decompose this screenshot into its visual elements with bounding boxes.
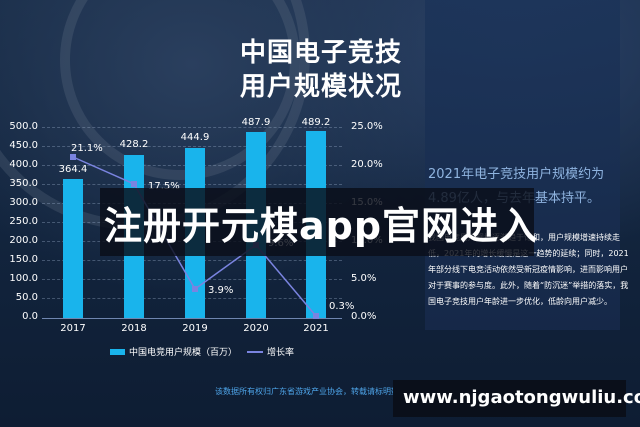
watermark-box bbox=[393, 380, 626, 417]
watermark-url: www.njgaotongwuliu.com bbox=[403, 387, 640, 408]
legend-bar-label: 中国电竞用户规模（百万） bbox=[129, 348, 238, 358]
bar-value-label: 364.4 bbox=[58, 164, 88, 175]
y2-tick: 5.0% bbox=[351, 273, 377, 284]
rate-label: 3.9% bbox=[208, 285, 234, 296]
y-tick: 450.0 bbox=[9, 140, 38, 151]
bar-value-label: 487.9 bbox=[241, 117, 271, 128]
bar-2017 bbox=[63, 179, 83, 318]
y-tick: 100.0 bbox=[9, 273, 38, 284]
y-tick: 150.0 bbox=[9, 254, 38, 265]
x-tick: 2017 bbox=[60, 323, 86, 334]
bar-value-label: 444.9 bbox=[180, 132, 210, 143]
decor-ring bbox=[60, 0, 300, 180]
y2-tick: 25.0% bbox=[351, 121, 383, 132]
gridline bbox=[42, 146, 342, 147]
bar-value-label: 489.2 bbox=[301, 117, 331, 128]
summary-panel bbox=[425, 0, 620, 330]
y-tick: 400.0 bbox=[9, 159, 38, 170]
y-tick: 50.0 bbox=[15, 292, 38, 303]
y2-tick: 0.0% bbox=[351, 311, 377, 322]
growth-rate-line bbox=[70, 154, 319, 319]
gridline bbox=[42, 127, 342, 128]
bar-value-label: 428.2 bbox=[119, 139, 149, 150]
x-tick: 2020 bbox=[243, 323, 269, 334]
y-tick: 500.0 bbox=[9, 121, 38, 132]
rate-label: 0.3% bbox=[329, 301, 355, 312]
y-tick: 300.0 bbox=[9, 197, 38, 208]
rate-label: 17.5% bbox=[148, 181, 180, 192]
page-title: 中国电子竞技 用户规模状况 bbox=[240, 36, 402, 104]
overlay-banner bbox=[100, 188, 534, 256]
x-tick: 2019 bbox=[182, 323, 208, 334]
combo-chart: 500.0 450.0 400.0 350.0 300.0 250.0 200.… bbox=[0, 0, 400, 340]
x-tick: 2018 bbox=[121, 323, 147, 334]
overlay-title: 注册开元棋app官网进入 bbox=[104, 204, 539, 248]
rate-label: 21.1% bbox=[71, 143, 103, 154]
chart-legend: 中国电竞用户规模（百万） 增长率 bbox=[110, 345, 294, 358]
y2-tick: 20.0% bbox=[351, 159, 383, 170]
title-line-1: 中国电子竞技 bbox=[240, 38, 403, 68]
y-tick: 350.0 bbox=[9, 178, 38, 189]
y-tick: 200.0 bbox=[9, 235, 38, 246]
legend-line-label: 增长率 bbox=[267, 348, 295, 358]
data-source-note: 该数据所有权归广东省游戏产业协会，转载请标明数据来源 bbox=[215, 387, 423, 396]
y-tick: 0.0 bbox=[22, 311, 38, 322]
x-axis-line bbox=[42, 318, 342, 319]
legend-line-swatch bbox=[247, 350, 264, 353]
y-tick: 250.0 bbox=[9, 216, 38, 227]
x-tick: 2021 bbox=[303, 323, 329, 334]
title-line-2: 用户规模状况 bbox=[240, 72, 403, 102]
legend-bar-swatch bbox=[110, 348, 125, 355]
